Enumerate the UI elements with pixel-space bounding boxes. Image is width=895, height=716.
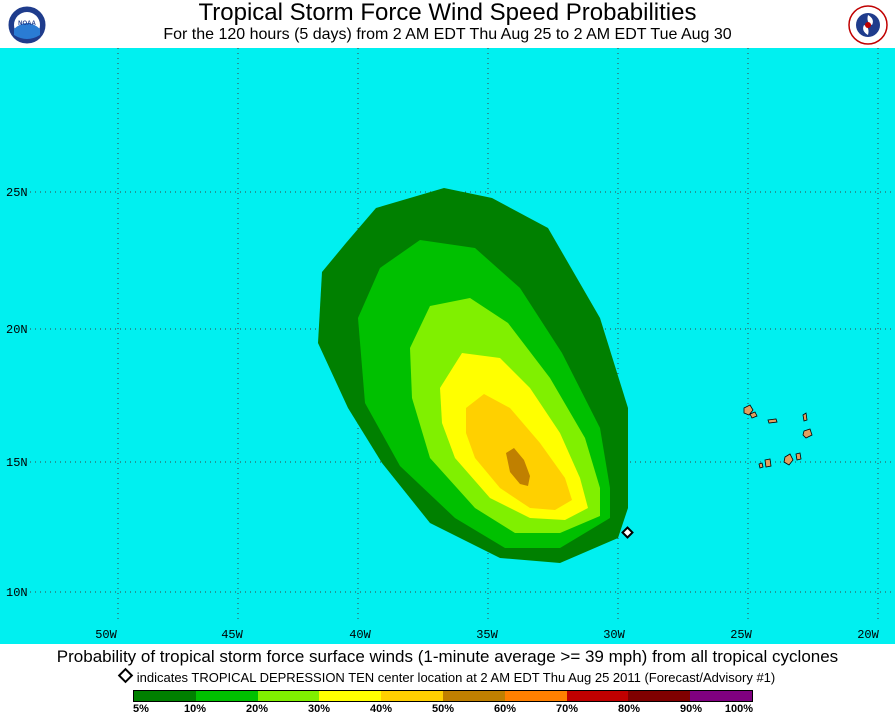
lon-label-40w: 40W xyxy=(349,628,371,642)
colorbar-swatch xyxy=(442,691,505,701)
colorbar-label: 40% xyxy=(369,703,393,715)
diamond-icon xyxy=(117,667,134,684)
marker-legend-text: indicates TROPICAL DEPRESSION TEN center… xyxy=(136,670,776,685)
nws-logo-icon xyxy=(848,5,888,45)
storm-center-marker-icon xyxy=(621,526,634,539)
lat-label-20n: 20N xyxy=(6,323,28,337)
probability-map: 25N 20N 15N 10N 50W 45W 40W 35W 30W 25W … xyxy=(0,48,895,644)
lon-label-25w: 25W xyxy=(730,628,752,642)
colorbar-label: 70% xyxy=(555,703,579,715)
probability-colorbar xyxy=(133,690,753,702)
colorbar-label: 100% xyxy=(724,703,754,715)
colorbar-swatch xyxy=(628,691,691,701)
colorbar-label: 50% xyxy=(431,703,455,715)
lon-label-30w: 30W xyxy=(603,628,625,642)
lon-label-35w: 35W xyxy=(476,628,498,642)
colorbar-label: 5% xyxy=(133,703,149,715)
contour-50-percent xyxy=(506,448,530,486)
colorbar-swatch xyxy=(566,691,629,701)
colorbar-swatch xyxy=(257,691,320,701)
lat-label-10n: 10N xyxy=(6,586,28,600)
colorbar-swatch xyxy=(319,691,382,701)
colorbar-label: 60% xyxy=(493,703,517,715)
colorbar-swatch xyxy=(381,691,443,701)
lat-label-25n: 25N xyxy=(6,186,28,200)
contour-40-percent xyxy=(466,394,572,510)
colorbar-label: 30% xyxy=(307,703,331,715)
svg-text:NOAA: NOAA xyxy=(18,21,36,27)
lon-label-20w: 20W xyxy=(857,628,879,642)
colorbar-label: 20% xyxy=(245,703,269,715)
lon-label-45w: 45W xyxy=(221,628,243,642)
cape-verde-islands xyxy=(743,404,813,469)
colorbar-label: 80% xyxy=(617,703,641,715)
colorbar-swatch xyxy=(690,691,752,701)
colorbar-swatch xyxy=(195,691,258,701)
colorbar-swatch xyxy=(134,691,196,701)
colorbar-label: 90% xyxy=(679,703,703,715)
colorbar-labels: 5% 10% 20% 30% 40% 50% 60% 70% 80% 90% 100% xyxy=(0,703,895,716)
colorbar-label: 10% xyxy=(183,703,207,715)
chart-subtitle: For the 120 hours (5 days) from 2 AM EDT… xyxy=(163,26,732,43)
map-caption: Probability of tropical storm force surf… xyxy=(56,647,839,666)
chart-title: Tropical Storm Force Wind Speed Probabil… xyxy=(198,0,697,26)
noaa-logo-icon: NOAA xyxy=(7,5,47,45)
lat-label-15n: 15N xyxy=(6,456,28,470)
lon-label-50w: 50W xyxy=(95,628,117,642)
marker-legend: indicates TROPICAL DEPRESSION TEN center… xyxy=(0,667,895,686)
graticule xyxy=(30,48,895,622)
colorbar-swatch xyxy=(504,691,567,701)
